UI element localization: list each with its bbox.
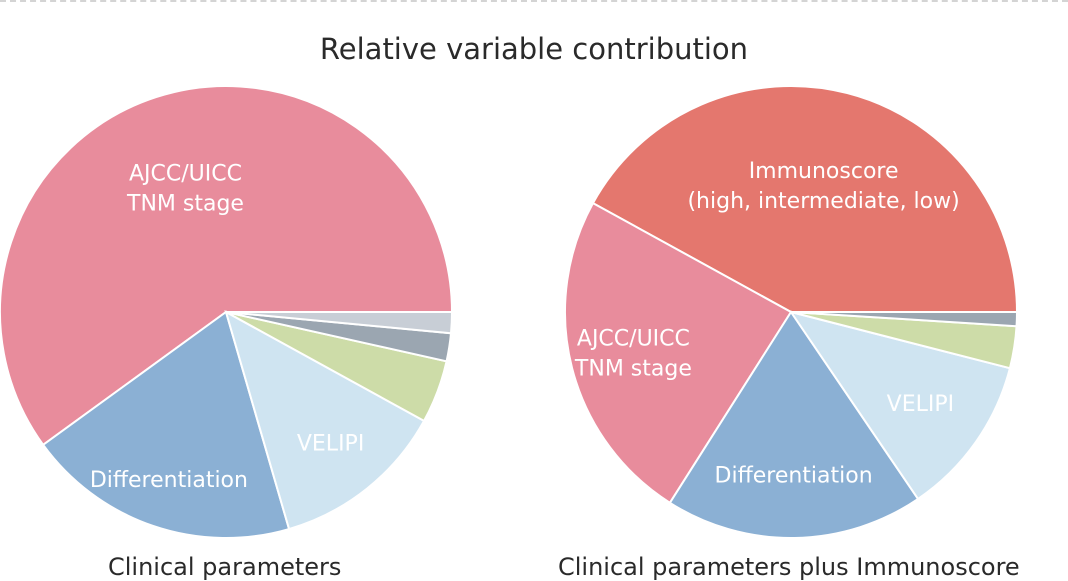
top-dashed-divider <box>0 0 1068 6</box>
chart-title: Relative variable contribution <box>319 32 749 66</box>
slice-label: VELIPI <box>887 392 954 417</box>
pie-chart-clinical: AJCC/UICC TNM stage Differentiation VELIPI <box>0 85 454 539</box>
pie-slice <box>564 201 793 505</box>
pie-slice <box>668 310 920 539</box>
pie-slice <box>0 85 454 447</box>
slice-label: Differentiation <box>90 468 248 493</box>
left-chart-caption: Clinical parameters <box>108 553 342 581</box>
pie-slice <box>224 309 426 531</box>
slice-label: AJCC/UICC TNM stage <box>574 327 692 382</box>
pie-slice <box>790 311 1019 328</box>
pie-slice <box>591 85 1019 313</box>
pie-chart-clinical-plus-immunoscore: Immunoscore (high, intermediate, low) AJCC… <box>564 85 1019 539</box>
right-chart-caption: Clinical parameters plus Immunoscore <box>558 553 1020 581</box>
pie-slice <box>225 311 454 335</box>
slice-label: Differentiation <box>715 464 873 489</box>
pie-slice <box>788 310 1012 501</box>
slice-label: Immunoscore (high, intermediate, low) <box>687 159 959 214</box>
pie-slice <box>41 310 291 539</box>
slice-label: AJCC/UICC TNM stage <box>126 161 244 216</box>
slice-label: VELIPI <box>297 432 364 457</box>
